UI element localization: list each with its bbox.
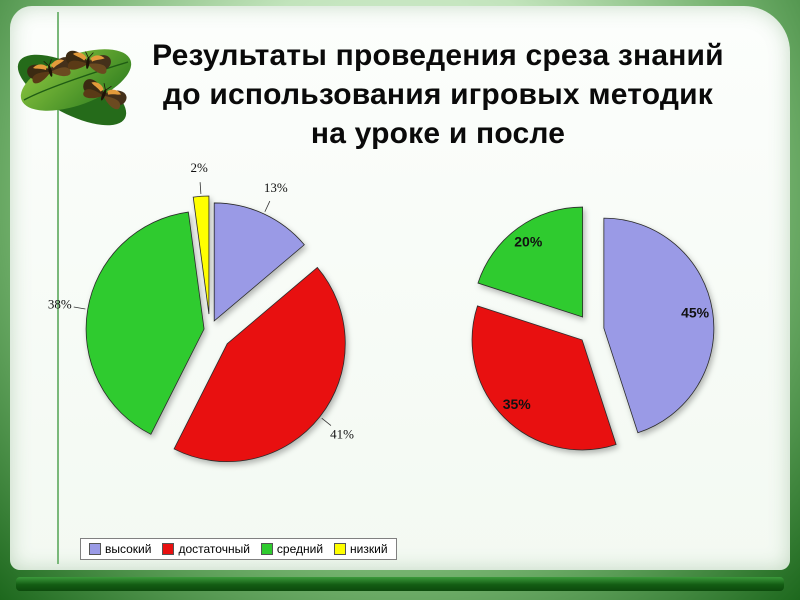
legend-label: средний [276,542,324,556]
legend-item: низкий [334,542,388,556]
label-leader-line [264,200,271,212]
legend-swatch [162,543,175,555]
pie-slice-label: 41% [330,426,354,441]
pie-slice-label: 13% [264,180,288,195]
legend-item: средний [260,542,324,556]
title-line-2: до использования игровых методик [163,78,713,111]
chart-legend: высокий достаточный средний низкий [80,538,397,560]
legend-swatch [89,543,101,555]
pie-slice-label: 2% [190,160,208,175]
title-line-3: на уроке и после [310,117,566,150]
label-leader-line [199,182,202,194]
title-line-1: Результаты проведения среза знаний [152,39,724,72]
pie-slice-достаточный [471,305,617,451]
pie-slice-высокий [213,202,305,322]
pie-slice-label: 38% [48,297,72,312]
pie-slice-средний [477,206,583,318]
legend-swatch [260,543,273,555]
slide-title: Результаты проведения среза знаний до ис… [100,36,776,153]
pie-slice-средний [85,211,205,435]
pie-slice-label: 35% [503,396,532,412]
butterflies-leaf-icon [17,48,132,126]
label-leader-line [73,306,86,310]
bottom-accent-bar [16,577,784,591]
legend-swatch [334,543,347,555]
legend-label: достаточный [178,542,250,556]
pie-slice-высокий [603,217,715,434]
pie-slice-label: 20% [514,233,543,249]
pie-slice-label: 45% [681,305,710,321]
legend-item: достаточный [162,542,250,556]
legend-label: высокий [105,542,152,556]
legend-item: высокий [89,542,151,556]
legend-label: низкий [350,542,388,556]
pie-slice-низкий [192,195,210,315]
pie-slice-достаточный [173,266,346,463]
label-leader-line [321,417,332,426]
left-accent-line [57,12,59,564]
